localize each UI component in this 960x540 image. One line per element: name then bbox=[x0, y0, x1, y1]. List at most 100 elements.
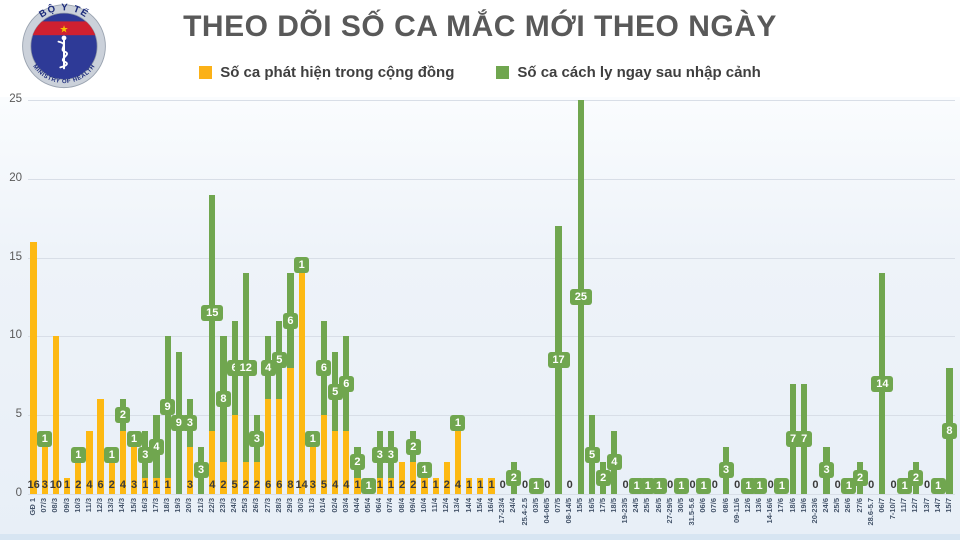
x-axis-label: 25/5 bbox=[642, 498, 652, 513]
x-axis-label: 05/4 bbox=[363, 498, 373, 513]
bar-value-label: 10 bbox=[49, 479, 63, 491]
y-tick-label-15: 15 bbox=[9, 250, 22, 263]
legend-item-1: Số ca cách ly ngay sau nhập cảnh bbox=[496, 64, 761, 81]
x-axis-label: 08/4 bbox=[396, 498, 406, 513]
x-axis-label: 12/6 bbox=[742, 498, 752, 513]
x-axis-label: 02/4 bbox=[329, 498, 339, 513]
bar-value-label: 5 bbox=[231, 479, 238, 491]
bar-segment-community bbox=[376, 478, 383, 494]
bar-segment-community bbox=[30, 241, 37, 494]
bar-value-label: 2 bbox=[242, 479, 249, 491]
x-axis-label: 14/3 bbox=[117, 498, 127, 513]
entry-value-badge: 2 bbox=[405, 438, 421, 455]
bar-value-label: 6 bbox=[276, 479, 283, 491]
x-axis-label: 06/7 bbox=[876, 498, 886, 513]
x-axis-label: 07/3 bbox=[39, 498, 49, 513]
x-axis-label: 17-23/4 bbox=[497, 498, 507, 524]
bar-value-label: 0 bbox=[711, 479, 718, 491]
bar-segment-community bbox=[131, 446, 138, 494]
x-axis-label: 27/3 bbox=[262, 498, 272, 513]
x-axis-label: 28/3 bbox=[273, 498, 283, 513]
x-axis-label: 23/3 bbox=[217, 498, 227, 513]
x-axis-label: 16/5 bbox=[586, 498, 596, 513]
x-axis-label: 06/6 bbox=[698, 498, 708, 513]
entry-value-badge: 1 bbox=[294, 257, 310, 274]
bar-value-label: 4 bbox=[209, 479, 216, 491]
bar-segment-community bbox=[287, 367, 294, 494]
entry-value-badge: 3 bbox=[819, 462, 835, 479]
x-axis-label: 26/5 bbox=[653, 498, 663, 513]
bar-value-label: 4 bbox=[119, 479, 126, 491]
bar-segment-community bbox=[477, 478, 484, 494]
x-axis-label: 08/3 bbox=[50, 498, 60, 513]
x-axis-label: 26/6 bbox=[843, 498, 853, 513]
bar-value-label: 8 bbox=[287, 479, 294, 491]
x-axis-label: 15/4 bbox=[474, 498, 484, 513]
x-axis-label: 13/4 bbox=[452, 498, 462, 513]
entry-value-badge: 6 bbox=[282, 312, 298, 329]
bar-value-label: 0 bbox=[566, 479, 573, 491]
x-axis-label: 08/6 bbox=[720, 498, 730, 513]
entry-value-badge: 1 bbox=[696, 478, 712, 495]
entry-value-badge: 4 bbox=[148, 438, 164, 455]
bar-value-label: 0 bbox=[767, 479, 774, 491]
x-axis-label: 14/7 bbox=[932, 498, 942, 513]
bar-value-label: 2 bbox=[410, 479, 417, 491]
bar-segment-community bbox=[354, 478, 361, 494]
x-axis-label: 13/6 bbox=[754, 498, 764, 513]
x-axis-label: 7-10/7 bbox=[888, 498, 898, 520]
x-axis-label: 04-06/5 bbox=[541, 498, 551, 524]
entry-value-badge: 3 bbox=[718, 462, 734, 479]
entry-value-badge: 5 bbox=[584, 446, 600, 463]
bar-segment-community bbox=[97, 399, 104, 494]
bar-value-label: 0 bbox=[521, 479, 529, 491]
gridline-10 bbox=[28, 336, 955, 338]
bar-value-label: 1 bbox=[466, 479, 473, 491]
bar-value-label: 4 bbox=[86, 479, 93, 491]
entry-value-badge: 1 bbox=[528, 478, 544, 495]
entry-value-badge: 1 bbox=[305, 430, 321, 447]
bar-value-label: 1 bbox=[387, 479, 395, 491]
bar-segment-community bbox=[410, 462, 417, 494]
logo-red-band bbox=[30, 21, 98, 36]
entry-value-badge: 1 bbox=[37, 430, 53, 447]
legend-label: Số ca cách ly ngay sau nhập cảnh bbox=[517, 64, 761, 81]
entry-value-badge: 1 bbox=[126, 430, 142, 447]
bar-segment-community bbox=[320, 415, 328, 494]
entry-value-badge: 1 bbox=[774, 478, 790, 495]
x-axis-label: 29/3 bbox=[284, 498, 294, 513]
bar-segment-community bbox=[119, 430, 127, 494]
x-axis-label: GĐ 1 bbox=[28, 498, 38, 516]
x-axis-label: 17/6 bbox=[776, 498, 786, 513]
entry-value-badge: 1 bbox=[361, 478, 377, 495]
bar-value-label: 1 bbox=[354, 479, 361, 491]
x-axis-label: 31/3 bbox=[307, 498, 317, 513]
entry-value-badge: 14 bbox=[871, 375, 894, 392]
entry-value-badge: 1 bbox=[752, 478, 768, 495]
bar-segment-community bbox=[343, 430, 350, 494]
x-axis-label: 04/4 bbox=[351, 498, 361, 513]
entry-value-badge: 1 bbox=[651, 478, 667, 495]
x-axis-label: 16/4 bbox=[486, 498, 495, 513]
bar-segment-community bbox=[387, 478, 395, 494]
x-axis-label: 25/3 bbox=[240, 498, 250, 513]
bar-value-label: 6 bbox=[97, 479, 104, 491]
bar-segment-community bbox=[298, 273, 305, 494]
bar-value-label: 1 bbox=[488, 479, 495, 491]
bar-value-label: 3 bbox=[309, 479, 316, 491]
gridline-25 bbox=[28, 100, 955, 101]
bar-segment-community bbox=[108, 462, 115, 494]
x-axis-label: 31.5-5.6 bbox=[687, 498, 697, 526]
bar-value-label: 0 bbox=[890, 479, 897, 491]
x-axis-label: 21/3 bbox=[195, 498, 205, 513]
bar-segment-community bbox=[186, 446, 194, 494]
x-axis-label: 18/3 bbox=[162, 498, 172, 513]
bar-segment-community bbox=[220, 462, 227, 494]
x-axis-label: 12/3 bbox=[95, 498, 105, 513]
bar-segment-community bbox=[399, 462, 406, 494]
bar-segment-community bbox=[164, 478, 171, 494]
x-axis-label: 19-23/5 bbox=[620, 498, 630, 524]
x-axis-label: 25.4-2.5 bbox=[519, 498, 529, 526]
x-axis-label: 12/4 bbox=[441, 498, 451, 513]
